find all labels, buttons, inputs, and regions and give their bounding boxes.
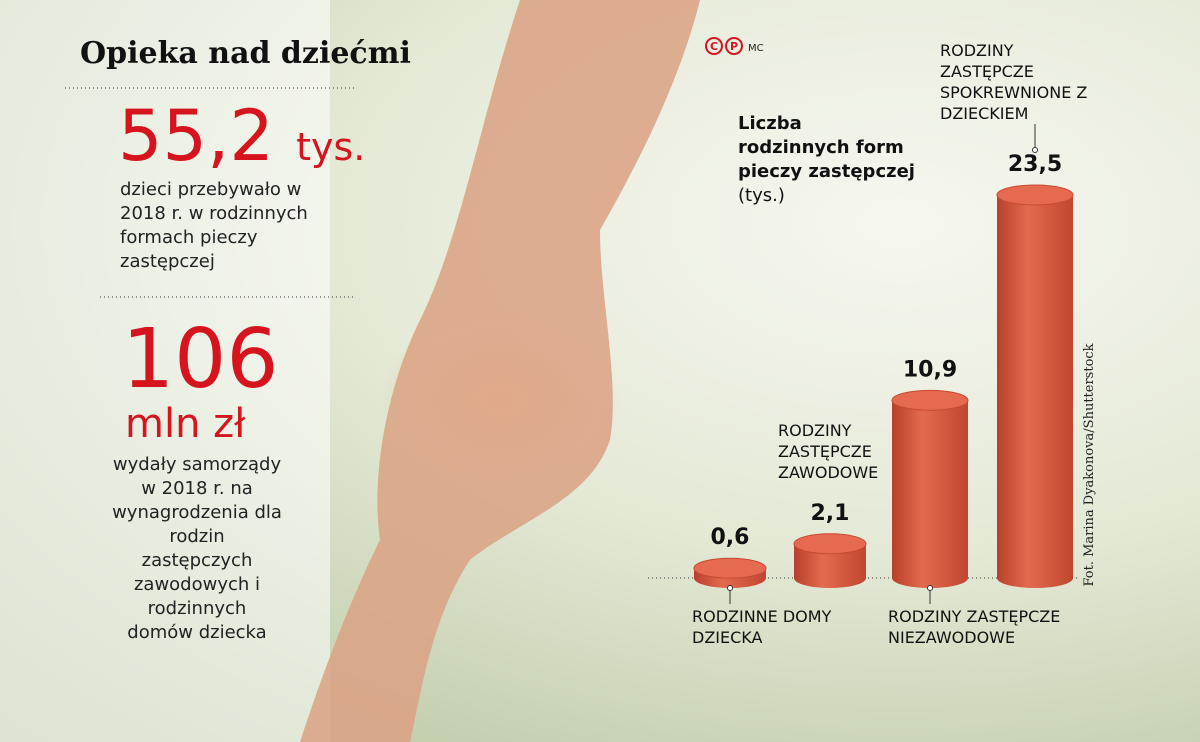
left-panel <box>0 0 330 742</box>
stat-number: 55,2 <box>118 95 274 177</box>
stat-unit: mln zł <box>125 401 246 447</box>
chart-title-text: Liczba rodzinnych form pieczy zastępczej <box>738 113 915 182</box>
credit: MC <box>748 43 764 54</box>
value-label: 23,5 <box>1008 152 1062 177</box>
copyright-logo: C P <box>705 37 743 55</box>
title: Opieka nad dziećmi <box>80 36 411 71</box>
bar-top <box>996 184 1074 206</box>
category-label: RODZINNE DOMY DZIECKA <box>692 607 832 647</box>
category-label: RODZINY ZASTĘPCZE ZAWODOWE <box>778 421 879 482</box>
connector-dot <box>727 585 733 591</box>
svg-text:P: P <box>730 40 738 53</box>
chart-title: Liczba rodzinnych form pieczy zastępczej… <box>738 112 918 208</box>
stat-value: 55,2 tys. <box>118 96 365 187</box>
category-label: RODZINY ZASTĘPCZE NIEZAWODOWE <box>888 607 1061 647</box>
category-label: RODZINY ZASTĘPCZE SPOKREWNIONE Z DZIECKI… <box>940 41 1088 123</box>
bar <box>892 400 968 588</box>
photo-credit: Fot. Marina Dyakonova/Shutterstock <box>1082 343 1097 586</box>
bar-top <box>793 533 867 555</box>
bar-top <box>891 389 969 411</box>
hand-shading <box>380 310 620 490</box>
svg-text:C: C <box>710 40 718 53</box>
stat-unit: tys. <box>296 125 366 169</box>
value-label: 0,6 <box>711 525 750 550</box>
stat-text: dzieci przebywało w 2018 r. w rodzinnych… <box>120 179 308 272</box>
value-label: 2,1 <box>811 501 850 526</box>
bar <box>997 194 1073 588</box>
bar-top <box>693 557 767 579</box>
chart-unit: (tys.) <box>738 185 785 206</box>
bar <box>794 543 866 588</box>
connector-dot <box>1032 147 1038 153</box>
stat-number: 106 <box>122 312 279 407</box>
stat-text: wydały samorządy w 2018 r. na wynagrodze… <box>112 454 282 643</box>
connector-dot <box>927 585 933 591</box>
value-label: 10,9 <box>903 357 957 382</box>
